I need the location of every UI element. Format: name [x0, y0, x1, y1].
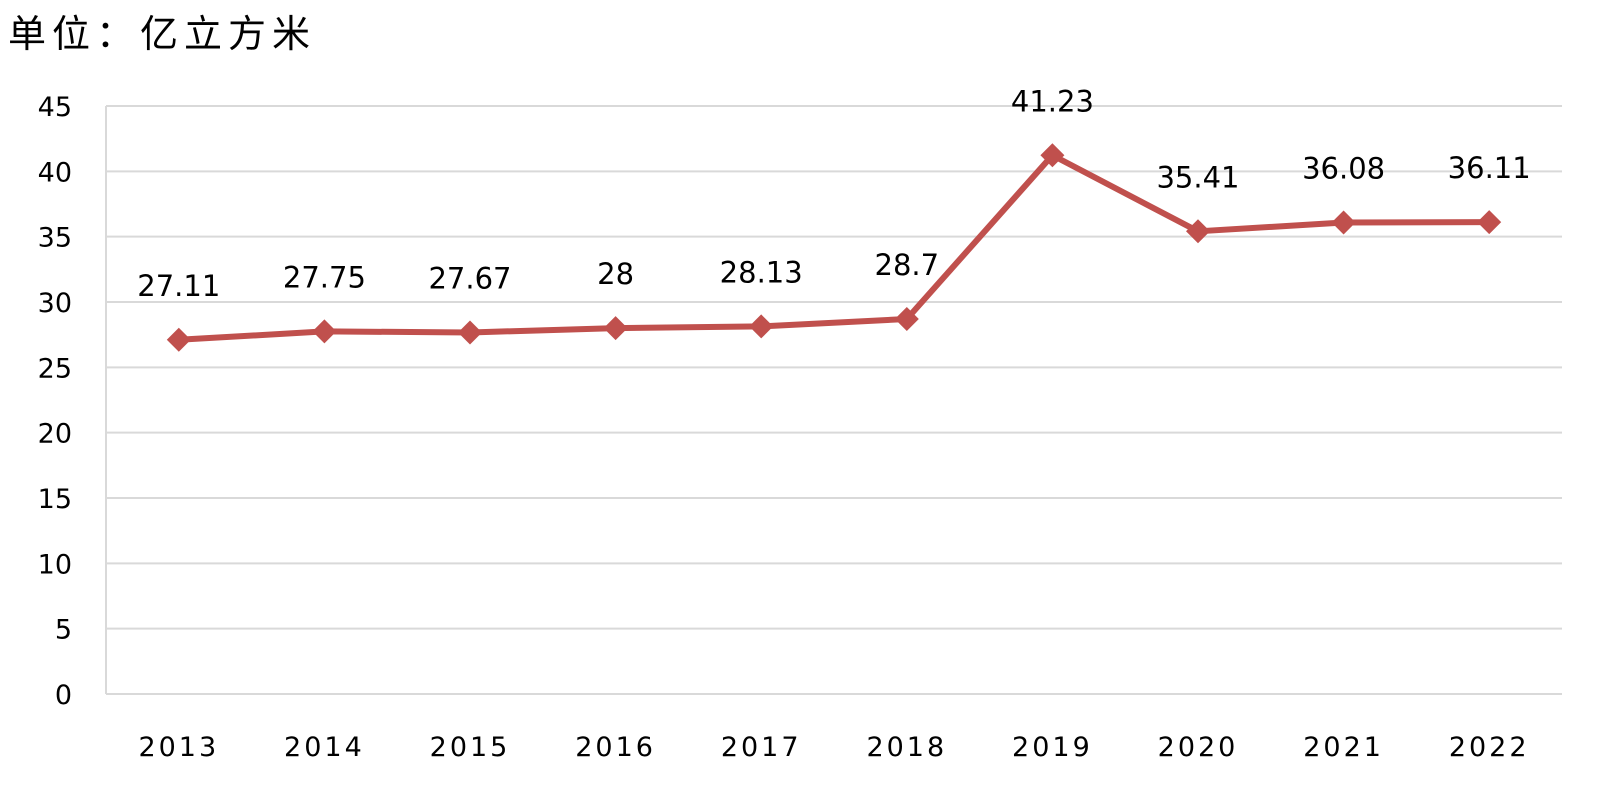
x-tick-label: 2020 [1158, 732, 1239, 763]
grid-layer [105, 105, 1562, 695]
y-tick-label: 45 [38, 92, 72, 123]
y-tick-label: 5 [55, 615, 72, 646]
data-label: 36.08 [1302, 152, 1385, 186]
data-label: 36.11 [1448, 151, 1531, 185]
data-point [1331, 210, 1356, 235]
series-line [178, 152, 1490, 343]
x-axis-ticks: 2013 2014 2015 2016 2017 2018 2019 2020 2021 2022 [138, 732, 1530, 763]
y-tick-label: 20 [38, 419, 72, 450]
x-tick-label: 2013 [138, 732, 219, 763]
x-tick-label: 2017 [721, 732, 802, 763]
x-tick-label: 2019 [1012, 732, 1093, 763]
data-point [749, 314, 774, 339]
data-point [166, 327, 191, 352]
data-point [458, 320, 482, 345]
x-tick-label: 2022 [1449, 732, 1530, 763]
data-label: 27.11 [137, 269, 220, 303]
data-point [312, 319, 337, 344]
x-tick-label: 2016 [575, 732, 656, 763]
y-tick-label: 25 [38, 353, 72, 384]
data-point [894, 306, 919, 331]
y-tick-label: 40 [38, 157, 72, 188]
series-layer [166, 143, 1502, 352]
y-tick-label: 30 [38, 288, 72, 319]
data-point [1477, 210, 1502, 235]
data-point [1040, 143, 1065, 168]
data-labels: 27.11 27.75 27.67 28 28.13 28.7 41.23 35.41 36.0… [137, 84, 1530, 303]
data-point [1186, 219, 1210, 244]
data-label: 27.67 [428, 261, 511, 295]
x-tick-label: 2018 [866, 732, 947, 763]
data-label: 28 [597, 257, 634, 291]
x-tick-label: 2021 [1303, 732, 1384, 763]
unit-label: 单位：亿立方米 [8, 12, 317, 56]
y-tick-label: 15 [38, 484, 72, 515]
x-tick-label: 2014 [284, 732, 365, 763]
data-label: 41.23 [1011, 84, 1094, 118]
x-tick-label: 2015 [430, 732, 511, 763]
data-point [603, 316, 628, 341]
data-label: 28.7 [875, 248, 940, 282]
y-axis-ticks: 0 5 10 15 20 25 30 35 40 45 [38, 92, 72, 711]
y-tick-label: 0 [55, 680, 72, 711]
y-tick-label: 10 [38, 549, 72, 580]
data-label: 27.75 [283, 260, 366, 294]
data-label: 35.41 [1156, 160, 1239, 194]
y-tick-label: 35 [38, 223, 72, 254]
data-label: 28.13 [720, 255, 803, 289]
